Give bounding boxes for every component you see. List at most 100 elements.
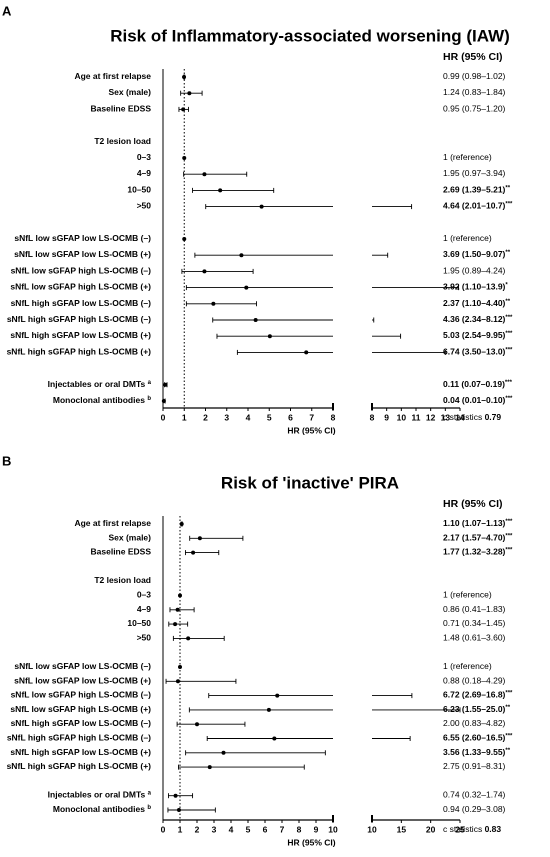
- value-label: 1.10 (1.07–1.13)***: [443, 518, 513, 528]
- row-label: >50: [137, 633, 152, 643]
- column-header: HR (95% CI): [443, 51, 503, 63]
- value-label-text: 3.69 (1.50–9.07): [443, 249, 506, 259]
- hr-point: [182, 75, 187, 79]
- value-label-text: 2.69 (1.39–5.21): [443, 185, 506, 195]
- row-label-text: sNfL high sGFAP high LS-OCMB (+): [7, 347, 152, 357]
- row-label-text: Injectables or oral DMTs: [48, 790, 146, 800]
- value-label: 3.92 (1.10–13.9)*: [443, 282, 508, 292]
- x-tick-label: 7: [309, 412, 314, 422]
- c-statistics-value: 0.83: [485, 824, 502, 834]
- value-label-text: 1 (reference): [443, 661, 492, 671]
- row-label: >50: [137, 201, 152, 211]
- value-label-text: 0.04 (0.01–0.10): [443, 395, 506, 405]
- value-label: 4.64 (2.01–10.7)***: [443, 201, 513, 211]
- row-label: sNfL low sGFAP low LS-OCMB (–): [14, 233, 151, 243]
- row-label-text: Sex (male): [108, 533, 151, 543]
- row-label: Age at first relapse: [74, 71, 151, 81]
- row-label: sNfL high sGFAP high LS-OCMB (–): [7, 314, 151, 324]
- value-label: 3.56 (1.33–9.55)**: [443, 747, 511, 757]
- value-label-text: 6.74 (3.50–13.0): [443, 347, 506, 357]
- x-tick-label: 1: [178, 824, 183, 834]
- row-label-text: sNfL high sGFAP low LS-OCMB (+): [10, 747, 151, 757]
- x-tick-label: 6: [263, 824, 268, 834]
- x-tick-label: 9: [384, 412, 389, 422]
- panel: B Risk of 'inactive' PIRA HR (95% CI) 0 1 2 3 4…: [2, 453, 513, 847]
- value-label: 0.86 (0.41–1.83): [443, 604, 506, 614]
- significance: ***: [505, 347, 513, 353]
- significance: ***: [505, 331, 513, 337]
- row-label: sNfL low sGFAP high LS-OCMB (–): [11, 690, 152, 700]
- value-label: 2.17 (1.57–4.70)***: [443, 533, 513, 543]
- value-label: 0.94 (0.29–3.08): [443, 804, 506, 814]
- x-tick-label: 2: [195, 824, 200, 834]
- row-label-text: sNfL high sGFAP low LS-OCMB (–): [11, 298, 152, 308]
- value-label: 1.95 (0.97–3.94): [443, 168, 506, 178]
- panel-letter: B: [2, 453, 11, 468]
- value-label: 1 (reference): [443, 152, 492, 162]
- hr-point: [207, 765, 212, 770]
- value-label-text: 6.23 (1.55–25.0): [443, 704, 506, 714]
- row-label-text: 0–3: [137, 590, 151, 600]
- x-tick-label: 12: [426, 412, 436, 422]
- row-label-text: sNfL low sGFAP high LS-OCMB (+): [10, 704, 151, 714]
- value-label-text: 0.11 (0.07–0.19): [443, 379, 505, 389]
- hr-point: [195, 722, 199, 727]
- hr-point: [186, 636, 191, 641]
- panel: A Risk of Inflammatory-associated worseni…: [2, 3, 513, 435]
- c-statistics: c statistics 0.83: [443, 824, 501, 834]
- x-tick-label: 2: [203, 412, 208, 422]
- row-label-text: sNfL low sGFAP low LS-OCMB (+): [14, 249, 151, 259]
- hr-point: [259, 204, 264, 209]
- row-label: Injectables or oral DMTs a: [48, 790, 152, 800]
- hr-point: [202, 269, 207, 274]
- hr-point: [275, 693, 280, 698]
- significance: ***: [505, 315, 513, 321]
- hr-point: [244, 285, 249, 290]
- hr-point: [211, 301, 216, 306]
- x-tick-label: 14: [455, 412, 465, 422]
- hr-point: [175, 607, 180, 612]
- row-label-text: >50: [137, 201, 152, 211]
- row-label-text: sNfL high sGFAP low LS-OCMB (+): [10, 330, 151, 340]
- row-label: Injectables or oral DMTs a: [48, 379, 152, 389]
- x-tick-label: 25: [455, 824, 465, 834]
- value-label-text: 2.00 (0.83–4.82): [443, 718, 506, 728]
- hr-point: [272, 736, 277, 741]
- row-label-text: sNfL low sGFAP low LS-OCMB (–): [14, 661, 151, 671]
- significance: ***: [505, 690, 513, 696]
- row-label: sNfL high sGFAP low LS-OCMB (–): [11, 718, 152, 728]
- footnote-mark: a: [148, 790, 152, 796]
- value-label-text: 1.48 (0.61–3.60): [443, 633, 506, 643]
- x-tick-label: 3: [224, 412, 229, 422]
- value-label: 5.03 (2.54–9.95)***: [443, 330, 513, 340]
- value-label: 2.00 (0.83–4.82): [443, 718, 506, 728]
- row-label: Sex (male): [108, 533, 151, 543]
- row-label: Age at first relapse: [74, 518, 151, 528]
- value-label-text: 1.10 (1.07–1.13): [443, 518, 506, 528]
- hr-point: [176, 808, 181, 812]
- row-label: sNfL high sGFAP low LS-OCMB (–): [11, 298, 152, 308]
- hr-point: [191, 550, 196, 555]
- value-label-text: 1.77 (1.32–3.28): [443, 547, 506, 557]
- row-label-text: 4–9: [137, 168, 151, 178]
- row-label-text: 4–9: [137, 604, 151, 614]
- panel-title: Risk of 'inactive' PIRA: [221, 473, 399, 492]
- significance: ***: [505, 533, 513, 539]
- row-label-text: Monoclonal antibodies: [53, 804, 145, 814]
- value-label-text: 6.72 (2.69–16.8): [443, 690, 506, 700]
- row-label: sNfL low sGFAP low LS-OCMB (+): [14, 676, 151, 686]
- value-label-text: 4.64 (2.01–10.7): [443, 201, 506, 211]
- row-label: sNfL high sGFAP low LS-OCMB (+): [10, 330, 151, 340]
- value-label-text: 2.75 (0.91–8.31): [443, 761, 506, 771]
- significance: ***: [505, 201, 513, 207]
- hr-point: [253, 318, 258, 322]
- hr-point: [182, 156, 187, 160]
- value-label: 0.88 (0.18–4.29): [443, 676, 506, 686]
- value-label: 3.69 (1.50–9.07)**: [443, 249, 511, 259]
- row-label-text: Injectables or oral DMTs: [48, 379, 146, 389]
- x-tick-label: 8: [370, 412, 375, 422]
- row-label: Monoclonal antibodies b: [53, 804, 151, 814]
- row-label-text: 10–50: [127, 618, 151, 628]
- row-label-text: 0–3: [137, 152, 151, 162]
